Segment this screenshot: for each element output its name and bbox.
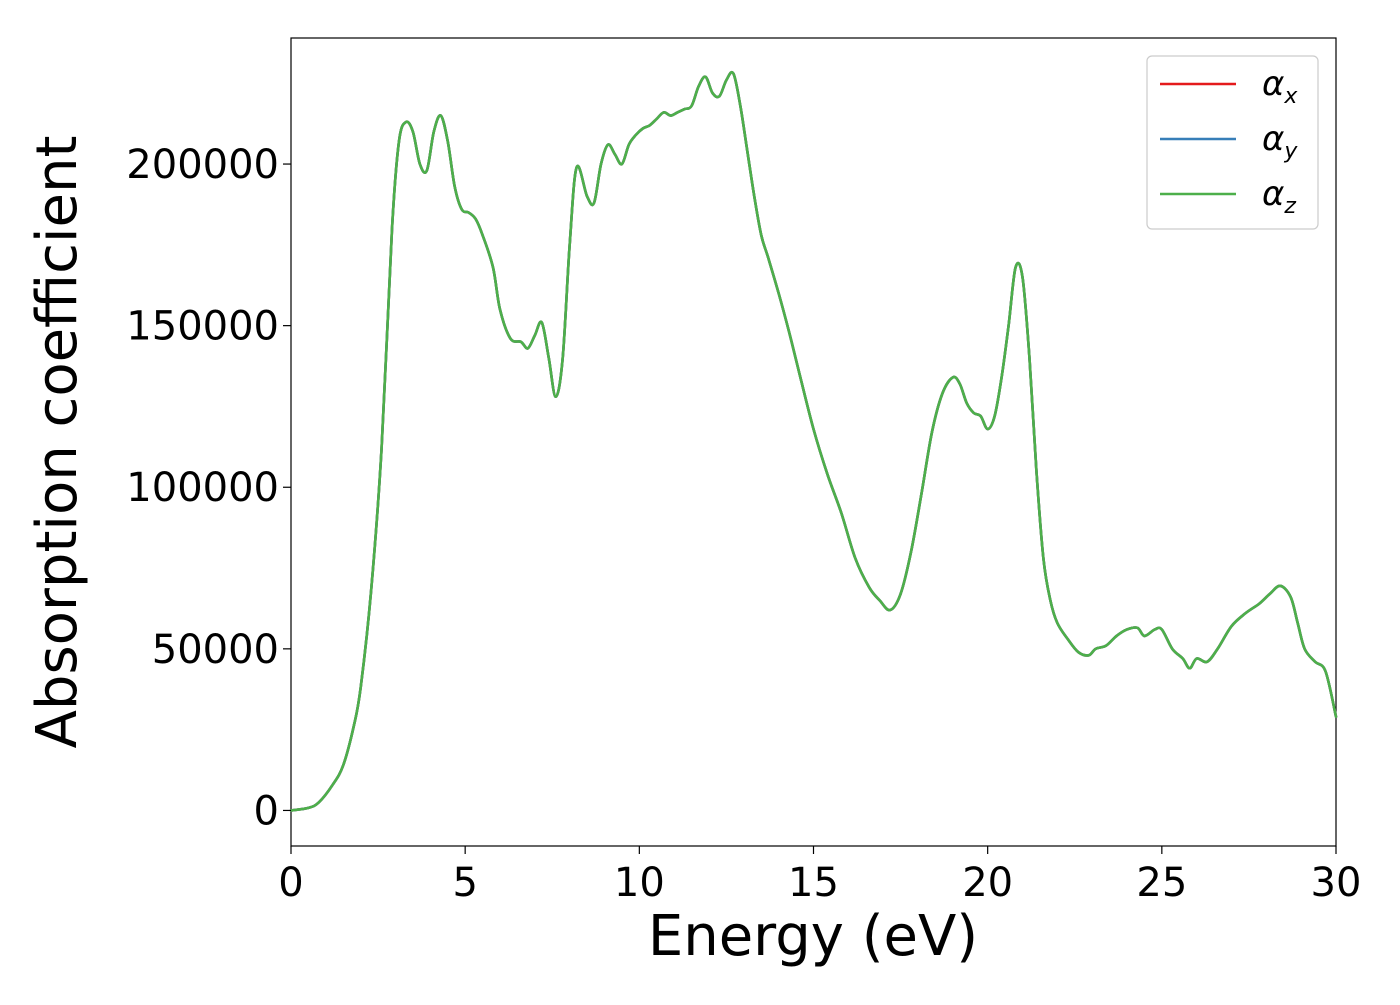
x-tick-label: 20 — [962, 860, 1013, 906]
y-tick-label: 50000 — [152, 627, 279, 673]
series-lines — [289, 70, 1338, 812]
legend-box — [1146, 55, 1319, 230]
legend-label-y: αy — [1262, 119, 1298, 164]
x-axis-ticks: 0 5 10 15 20 25 30 — [278, 846, 1361, 906]
x-tick-label: 30 — [1311, 860, 1362, 906]
y-tick-label: 150000 — [126, 304, 279, 350]
y-axis-ticks: 0 50000 100000 150000 200000 — [126, 142, 291, 834]
x-tick-label: 10 — [614, 860, 665, 906]
y-tick-label: 0 — [254, 788, 279, 834]
x-axis-label: Energy (eV) — [648, 904, 978, 969]
x-tick-label: 25 — [1136, 860, 1187, 906]
x-tick-label: 0 — [278, 860, 303, 906]
series-line-z — [289, 70, 1338, 812]
x-tick-label: 5 — [452, 860, 477, 906]
x-tick-label: 15 — [788, 860, 839, 906]
y-tick-label: 100000 — [126, 465, 279, 511]
y-axis-label: Absorption coefficient — [25, 136, 90, 749]
legend-label-x: αx — [1262, 64, 1298, 109]
y-tick-label: 200000 — [126, 142, 279, 188]
